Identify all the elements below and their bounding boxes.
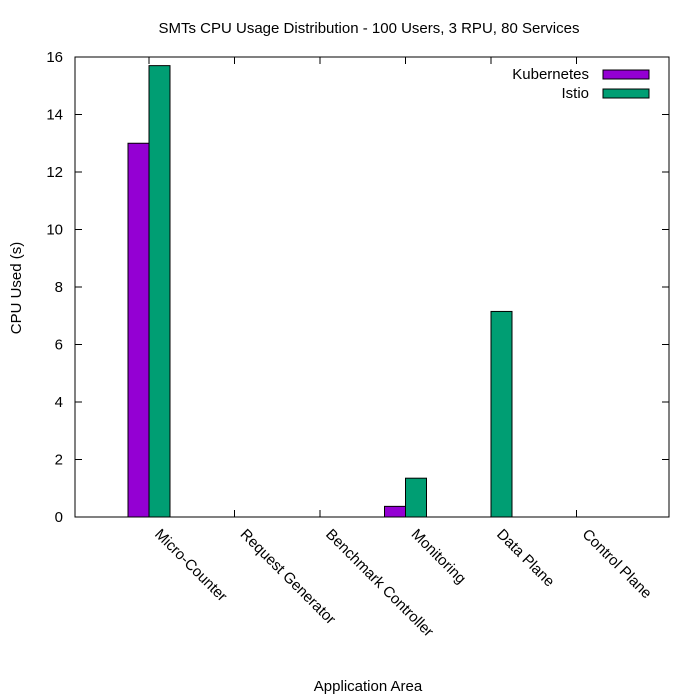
- bar-kubernetes-3: [384, 505, 406, 518]
- legend-label-istio: Istio: [561, 85, 589, 102]
- y-tick-label-2: 4: [55, 394, 63, 411]
- bar-istio-3: [405, 477, 427, 518]
- y-tick-label-6: 12: [46, 164, 63, 181]
- bar-kubernetes-0: [127, 142, 150, 518]
- x-tick-label-5: Control Plane: [579, 526, 655, 602]
- x-tick-label-1: Request Generator: [237, 526, 339, 628]
- legend: Kubernetes Istio: [512, 66, 650, 102]
- y-tick-label-4: 8: [55, 279, 63, 296]
- y-tick-label-3: 6: [55, 337, 63, 354]
- chart-title: SMTs CPU Usage Distribution - 100 Users,…: [159, 20, 580, 37]
- legend-label-kubernetes: Kubernetes: [512, 66, 589, 83]
- y-tick-label-0: 0: [55, 509, 63, 526]
- y-tick-label-5: 10: [46, 222, 63, 239]
- y-tick-label-7: 14: [46, 107, 63, 124]
- plot-area: 0 2 4 6 8 10 12 14 16 Micro-Counter Request Genera…: [46, 49, 670, 640]
- y-tick-label-8: 16: [46, 49, 63, 66]
- legend-swatch-istio: [602, 88, 650, 99]
- x-axis-label: Application Area: [314, 678, 423, 695]
- y-axis-label: CPU Used (s): [8, 242, 25, 335]
- legend-swatch-kubernetes: [602, 69, 650, 80]
- x-tick-label-0: Micro-Counter: [151, 526, 230, 605]
- bar-istio-4: [490, 310, 513, 518]
- y-tick-label-1: 2: [55, 452, 63, 469]
- x-tick-label-4: Data Plane: [493, 526, 558, 591]
- x-tick-label-3: Monitoring: [408, 526, 470, 588]
- bar-istio-0: [148, 65, 171, 518]
